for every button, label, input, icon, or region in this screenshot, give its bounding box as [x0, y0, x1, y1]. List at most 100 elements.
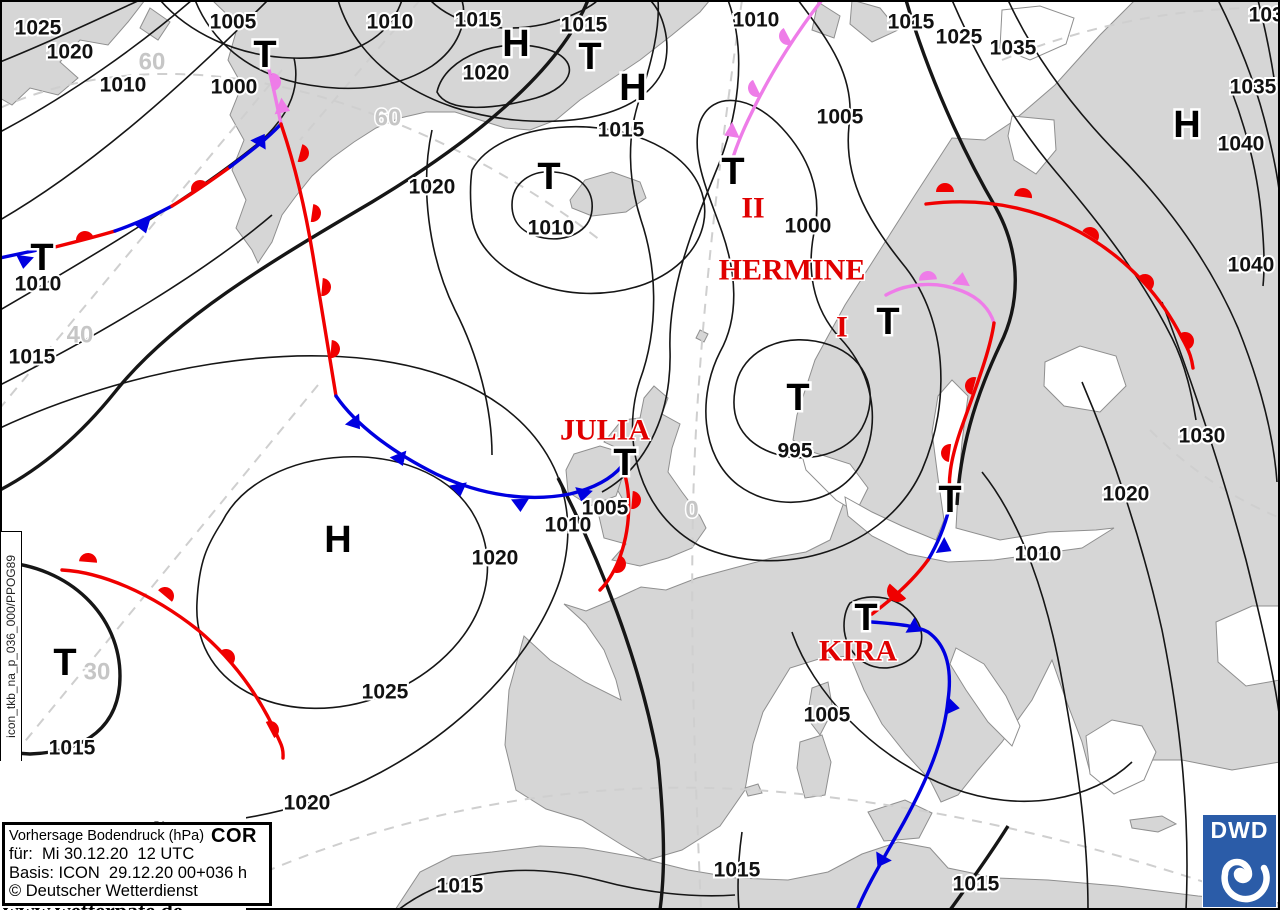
front-segment	[884, 282, 996, 325]
occluded-front-symbol	[748, 79, 761, 97]
cold-front-symbol	[133, 218, 151, 234]
isobar	[791, 631, 1133, 803]
graticule-label: 60	[139, 49, 166, 76]
dwd-logo: DWD	[1202, 814, 1277, 908]
isobar	[1161, 301, 1280, 723]
isobar-bold	[904, 0, 1017, 506]
graticule-label: 40	[67, 322, 94, 349]
pressure-label: 995	[777, 440, 812, 463]
graticule-line	[183, 786, 1280, 910]
pressure-label: 1010	[100, 74, 147, 97]
isobar	[629, 0, 942, 562]
info-model-basis: Basis: ICON 29.12.20 00+036 h	[9, 863, 248, 882]
warm-front	[870, 558, 930, 616]
info-valid-time: für: Mi 30.12.20 12 UTC	[9, 845, 195, 864]
warm-front-symbol	[158, 587, 174, 602]
land-iceland	[569, 171, 647, 217]
isobar-bold	[0, 560, 122, 756]
isobar	[159, 0, 403, 59]
warm-front	[598, 464, 641, 592]
info-copyright: © Deutscher Wetterdienst	[9, 881, 198, 900]
warm-front-symbol	[191, 180, 208, 194]
pressure-label: 1040	[1228, 254, 1275, 277]
front-segment	[856, 620, 952, 910]
pressure-label: 1020	[409, 176, 456, 199]
cyclone-name-label: HERMINE	[719, 254, 866, 287]
sea-barents-inlet	[999, 5, 1075, 61]
pressure-label: 1010	[15, 273, 62, 296]
isobar	[469, 125, 706, 295]
graticule-line	[1149, 429, 1280, 519]
cold-front-symbol	[389, 450, 407, 467]
isobar	[981, 471, 1089, 910]
cold-front-symbol	[575, 487, 593, 502]
warm-front-symbol	[631, 491, 641, 509]
pressure-label: 1015	[455, 9, 502, 32]
warm-front-symbol	[76, 231, 94, 242]
cold-front	[856, 617, 960, 910]
stationary-front	[0, 122, 283, 269]
pressure-label: 1035	[1230, 76, 1277, 99]
cold-front-symbol	[935, 537, 952, 553]
land-crete	[1129, 815, 1178, 833]
pressure-center-marker: T	[786, 377, 809, 419]
cold-front-symbol	[16, 254, 34, 269]
warm-front-symbol	[612, 556, 626, 573]
isobar	[429, 0, 599, 29]
graticule-line	[1001, 6, 1280, 61]
land-sicily	[867, 799, 933, 842]
pressure-center-marker: H	[324, 519, 351, 561]
occluded-front-symbol	[274, 97, 291, 115]
pressure-label: 1030	[1249, 4, 1280, 27]
isobar	[196, 455, 489, 710]
isobar	[1231, 91, 1265, 287]
isobar	[337, 0, 668, 123]
isobar	[1257, 0, 1275, 79]
pressure-center-marker: T	[253, 34, 276, 76]
warm-front	[924, 183, 1195, 370]
occluded-front	[264, 56, 291, 126]
land-shetland	[695, 329, 709, 343]
land-canada	[0, 0, 146, 106]
graticule-label: 0	[685, 497, 698, 524]
cold-front-symbol	[945, 697, 960, 715]
dwd-spiral-icon	[1220, 858, 1270, 903]
warm-front-symbol	[1138, 274, 1154, 290]
occluded-front-symbol	[919, 271, 937, 281]
sea-black-sea	[1215, 605, 1280, 687]
warm-front-symbol	[1014, 188, 1032, 199]
pressure-label: 1000	[785, 215, 832, 238]
pressure-label: 1040	[1218, 133, 1265, 156]
isobar	[737, 831, 743, 910]
info-title: Vorhersage Bodendruck (hPa)	[9, 828, 205, 844]
warm-front-symbol	[310, 204, 321, 222]
info-row-title: Vorhersage Bodendruck (hPa) COR	[9, 825, 263, 847]
pressure-center-marker: T	[938, 479, 961, 521]
cor-badge: COR	[211, 825, 257, 847]
pressure-center-marker: H	[1173, 104, 1200, 146]
warm-front-symbol	[321, 278, 331, 296]
pressure-center-marker: T	[876, 301, 899, 343]
land-britain	[597, 385, 707, 567]
isobar	[0, 214, 273, 386]
land-africa	[394, 841, 1280, 910]
front-segment	[228, 122, 283, 169]
graticule-line	[0, 73, 601, 241]
warm-front-symbol	[265, 721, 279, 738]
cyclone-name-label: II	[741, 192, 764, 225]
front-segment	[870, 558, 930, 616]
graticule-line	[691, 0, 743, 910]
land-greenland	[211, 0, 711, 265]
isobar	[733, 338, 871, 459]
isobar	[0, 0, 269, 221]
isobar	[0, 0, 141, 63]
occluded-front-symbol	[724, 121, 740, 139]
warm-front-symbol	[941, 444, 952, 462]
sea-layer	[799, 5, 1280, 795]
land-svalbard-2	[849, 0, 899, 43]
pressure-center-marker: T	[537, 156, 560, 198]
